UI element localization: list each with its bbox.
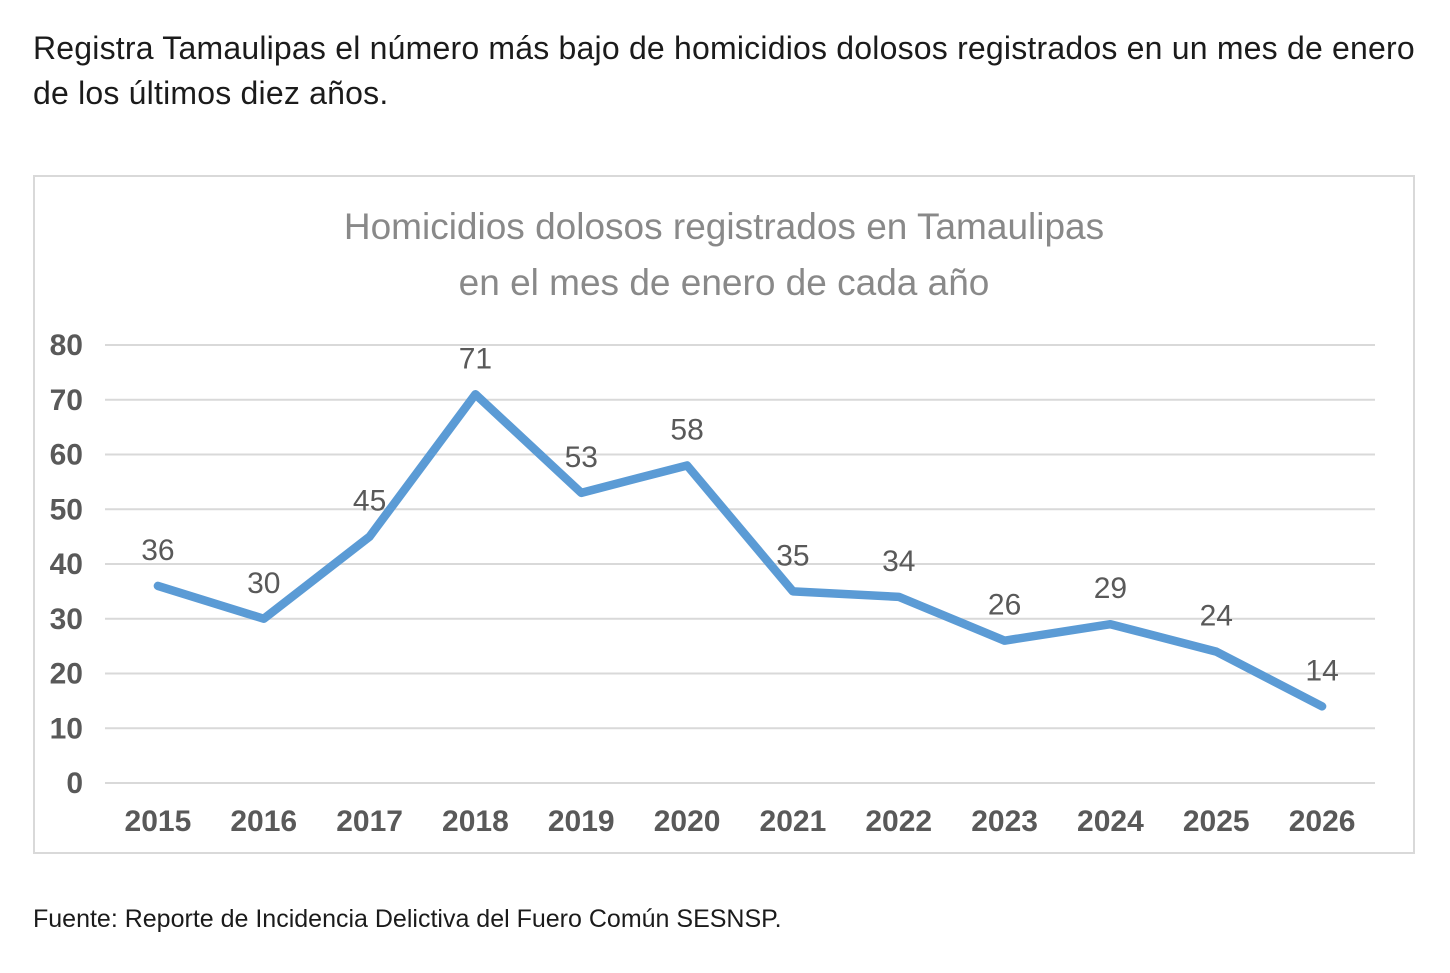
data-point-label: 71 bbox=[459, 342, 492, 375]
x-axis-tick-label: 2015 bbox=[125, 805, 192, 838]
x-axis-tick-label: 2016 bbox=[230, 805, 297, 838]
data-point-label: 26 bbox=[988, 589, 1021, 622]
x-axis-tick-label: 2025 bbox=[1183, 805, 1250, 838]
data-point-label: 53 bbox=[565, 441, 598, 474]
x-axis-tick-label: 2022 bbox=[865, 805, 932, 838]
y-axis-tick-label: 40 bbox=[50, 548, 83, 581]
data-point-label: 29 bbox=[1094, 572, 1127, 605]
chart-title-line-1: Homicidios dolosos registrados en Tamaul… bbox=[343, 206, 1105, 247]
x-axis-tick-label: 2021 bbox=[760, 805, 827, 838]
chart-title-line-2: en el mes de enero de cada año bbox=[458, 261, 990, 303]
source-text: Fuente: Reporte de Incidencia Delictiva … bbox=[33, 905, 782, 933]
x-axis-tick-label: 2026 bbox=[1289, 805, 1356, 838]
y-axis-tick-label: 20 bbox=[50, 658, 83, 691]
y-axis-tick-label: 70 bbox=[50, 384, 83, 417]
x-axis-tick-label: 2018 bbox=[442, 805, 509, 838]
data-point-label: 30 bbox=[247, 567, 280, 600]
data-point-label: 24 bbox=[1200, 600, 1233, 633]
data-point-label: 45 bbox=[353, 485, 386, 518]
data-point-label: 14 bbox=[1305, 654, 1338, 687]
x-axis-tick-label: 2024 bbox=[1077, 805, 1144, 838]
y-axis-tick-label: 30 bbox=[50, 603, 83, 636]
x-axis-tick-label: 2017 bbox=[336, 805, 403, 838]
y-axis-tick-label: 50 bbox=[50, 493, 83, 526]
series-line bbox=[153, 390, 1327, 711]
data-point-label: 58 bbox=[670, 413, 703, 446]
x-axis-tick-label: 2023 bbox=[971, 805, 1038, 838]
chart-title: Homicidios dolosos registrados en Tamaul… bbox=[35, 199, 1413, 310]
y-axis-tick-label: 60 bbox=[50, 439, 83, 472]
chart-frame: Homicidios dolosos registrados en Tamaul… bbox=[33, 175, 1415, 854]
line-chart-plot-area: 0 10 20 30 40 50 60 70 80 2015 2016 2017 2018 2019 202… bbox=[50, 329, 1375, 838]
data-point-label: 35 bbox=[776, 539, 809, 572]
y-axis-tick-label: 10 bbox=[50, 712, 83, 745]
data-point-label: 34 bbox=[882, 545, 915, 578]
y-axis-tick-label: 0 bbox=[66, 767, 83, 800]
x-axis-tick-label: 2020 bbox=[654, 805, 721, 838]
headline-text: Registra Tamaulipas el número más bajo d… bbox=[33, 30, 1415, 112]
y-axis-tick-label: 80 bbox=[50, 329, 83, 362]
x-axis-tick-label: 2019 bbox=[548, 805, 615, 838]
data-point-label: 36 bbox=[141, 534, 174, 567]
